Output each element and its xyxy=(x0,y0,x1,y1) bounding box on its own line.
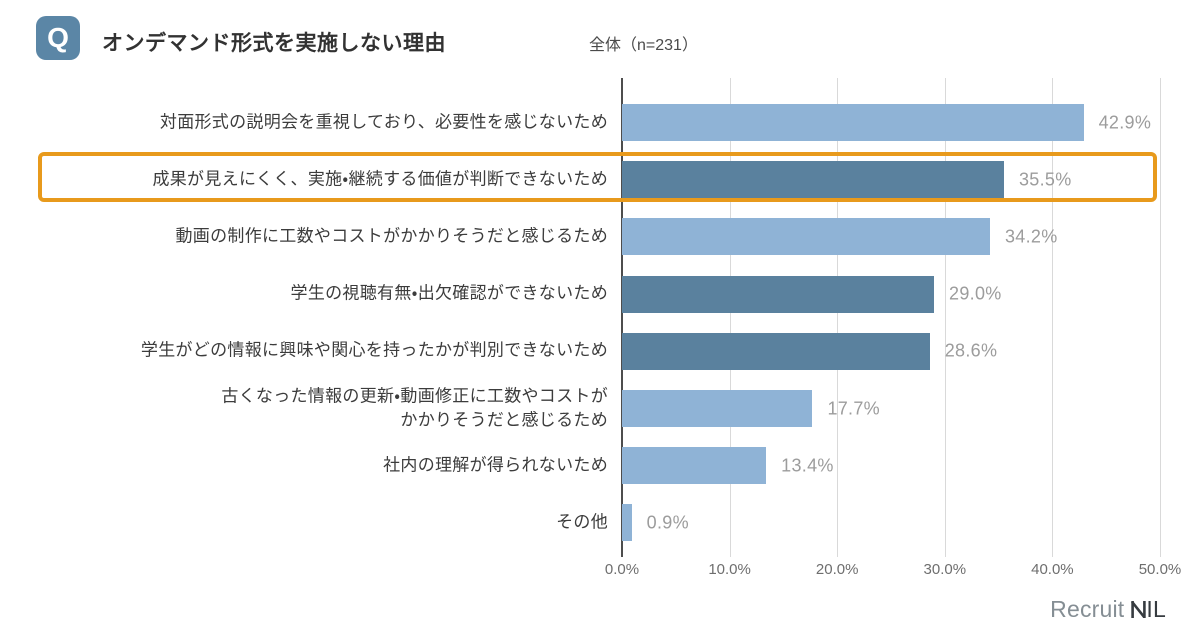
bar-row: 学生の視聴有無・出欠確認ができないため 29.0% xyxy=(0,266,1200,323)
question-badge: Q xyxy=(36,16,80,60)
x-axis-tick: 50.0% xyxy=(1138,561,1182,578)
bar xyxy=(622,332,930,370)
value-label: 13.4% xyxy=(781,455,834,476)
x-axis-tick: 10.0% xyxy=(708,561,751,578)
category-label: 社内の理解が得られないため xyxy=(383,455,608,475)
x-axis-tick: 0.0% xyxy=(604,561,640,578)
grid-line xyxy=(944,78,946,557)
x-axis-tick: 40.0% xyxy=(1031,561,1074,578)
logo-text-mil: IL xyxy=(1124,596,1166,623)
value-label: 17.7% xyxy=(827,398,880,418)
category-label: 古くなった情報の更新・動画修正に工数やコストが かかりそうだと感じるため xyxy=(221,385,608,430)
logo-text-il: IL xyxy=(1146,596,1166,622)
bar-row: 対面形式の説明会を重視しており、必要性を感じないため 42.9% xyxy=(0,94,1200,151)
grid-line xyxy=(729,78,731,557)
value-label: 0.9% xyxy=(646,512,689,533)
bar-row: 動画の制作に工数やコストがかかりそうだと感じるため 34.2% xyxy=(0,208,1200,265)
bar xyxy=(622,104,1084,142)
category-label: 対面形式の説明会を重視しており、必要性を感じないため xyxy=(159,112,608,132)
x-axis-tick: 30.0% xyxy=(923,561,967,578)
bar-row: 学生がどの情報に興味や関心を持ったかが判別できないため 28.6% xyxy=(0,323,1200,380)
recruit-logo: Recruit IL xyxy=(1050,596,1166,623)
sample-size-label: 全体（n=231） xyxy=(589,37,698,54)
value-label: 34.2% xyxy=(1004,226,1058,247)
bar xyxy=(622,447,767,485)
value-label: 29.0% xyxy=(949,283,1002,304)
x-axis-tick: 20.0% xyxy=(815,561,859,578)
category-label: 学生がどの情報に興味や関心を持ったかが判別できないため xyxy=(140,340,608,360)
bar-row: 社内の理解が得られないため 13.4% xyxy=(0,437,1200,494)
x-axis: 0.0% 10.0% 20.0% 30.0% 40.0% 50.0% xyxy=(0,561,1200,583)
bar-row: 成果が見えにくく、実施・継続する価値が判断できないため 35.5% xyxy=(0,151,1200,208)
bar-rows: 対面形式の説明会を重視しており、必要性を感じないため 42.9% 成果が見えにくく、… xyxy=(0,94,1200,552)
value-label: 28.6% xyxy=(944,340,998,361)
y-axis-line xyxy=(621,78,623,557)
value-label: 42.9% xyxy=(1098,112,1152,132)
category-label: 成果が見えにくく、実施・継続する価値が判断できないため xyxy=(152,169,608,189)
grid-line xyxy=(1160,78,1161,557)
highlight-box xyxy=(38,152,1157,202)
mil-logo-m-icon xyxy=(1131,601,1147,618)
chart-title: オンデマンド形式を実施しない理由 xyxy=(102,32,446,55)
plot-grid xyxy=(621,78,1161,557)
grid-line xyxy=(837,78,839,557)
grid-line xyxy=(1052,78,1054,557)
bar xyxy=(622,161,1004,199)
bar-row: その他 0.9% xyxy=(0,494,1200,551)
value-label: 35.5% xyxy=(1018,169,1072,190)
bar xyxy=(622,504,632,542)
bar xyxy=(622,218,990,256)
category-label: その他 xyxy=(556,512,608,532)
category-label: 動画の制作に工数やコストがかかりそうだと感じるため xyxy=(175,226,608,246)
bar-row: 古くなった情報の更新・動画修正に工数やコストが かかりそうだと感じるため 17.7… xyxy=(0,380,1200,437)
category-label: 学生の視聴有無・出欠確認ができないため xyxy=(290,283,608,303)
bar xyxy=(622,275,935,313)
bar xyxy=(622,390,813,428)
logo-text-recruit: Recruit xyxy=(1050,596,1125,622)
